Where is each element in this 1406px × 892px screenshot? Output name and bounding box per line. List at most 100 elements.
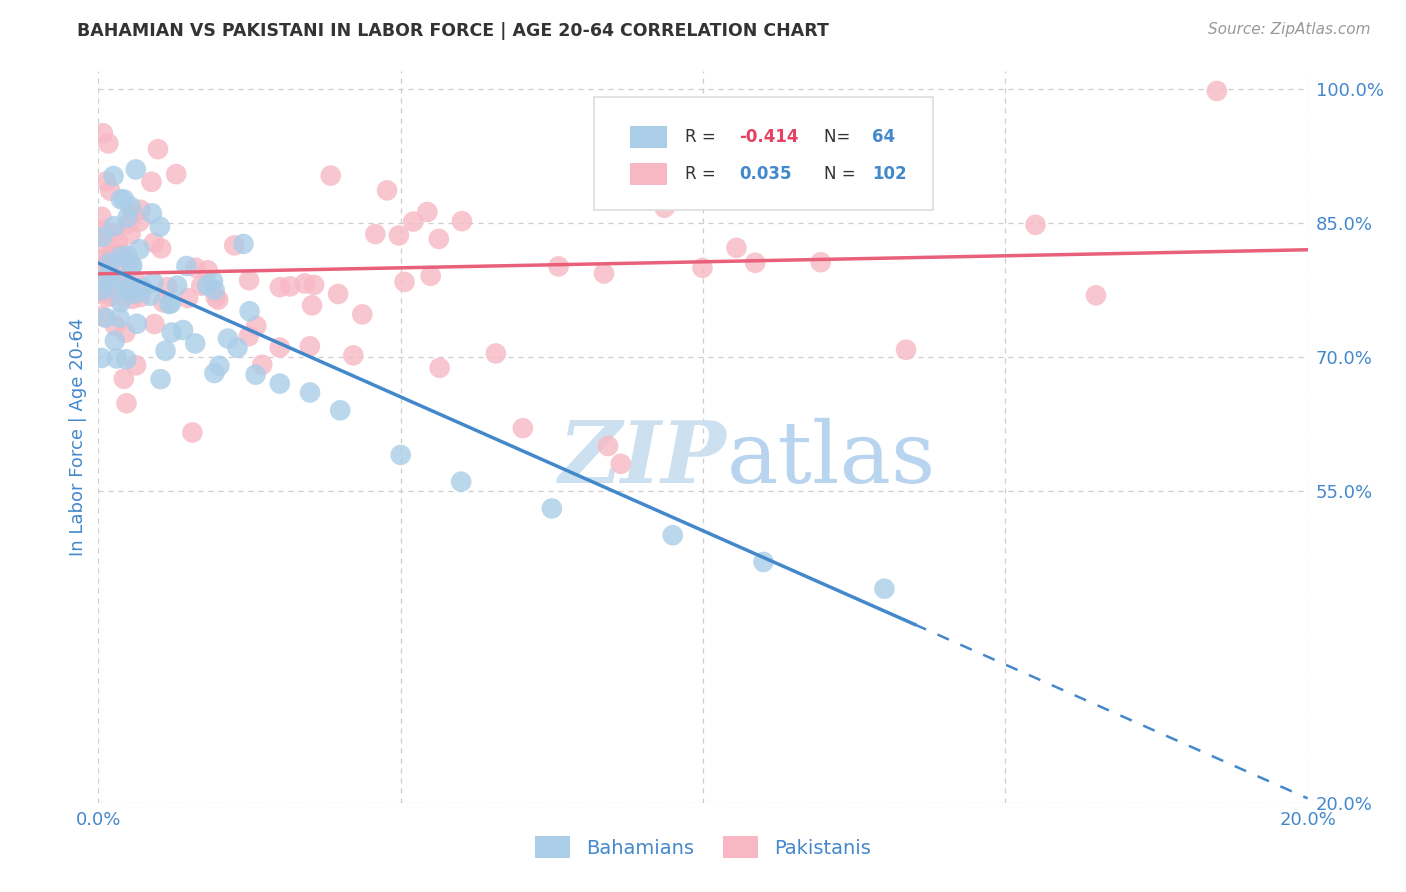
Point [97, 136, 120, 151]
Point [166, 278, 188, 293]
Point [654, 201, 676, 215]
Point [299, 385, 322, 400]
Point [108, 272, 131, 286]
Point [143, 317, 166, 331]
Point [107, 235, 129, 249]
Point [94, 258, 117, 272]
Text: N =: N = [824, 165, 860, 183]
Point [117, 217, 139, 231]
Point [118, 280, 141, 294]
Point [110, 295, 132, 310]
Point [512, 421, 534, 435]
Point [364, 227, 387, 241]
Point [111, 245, 134, 260]
Point [111, 274, 134, 288]
Point [128, 214, 150, 228]
Point [172, 323, 194, 337]
Point [117, 211, 139, 225]
Point [298, 339, 321, 353]
Point [204, 290, 226, 304]
Point [90, 309, 112, 323]
Point [98, 184, 121, 198]
Point [416, 205, 439, 219]
Point [90, 210, 112, 224]
Point [142, 276, 165, 290]
Point [127, 275, 149, 289]
Point [90, 284, 112, 298]
Point [252, 358, 274, 372]
Point [1206, 84, 1229, 98]
Text: R =: R = [685, 128, 721, 146]
Text: -0.414: -0.414 [740, 128, 799, 146]
Point [115, 396, 138, 410]
Point [226, 341, 249, 355]
Point [155, 343, 177, 358]
Point [152, 295, 174, 310]
Text: ZIP: ZIP [560, 417, 727, 500]
Point [329, 403, 352, 417]
Point [112, 290, 135, 304]
Point [727, 142, 749, 156]
Point [146, 142, 169, 156]
Point [96, 174, 118, 188]
Point [125, 162, 148, 177]
Point [142, 235, 165, 250]
Point [744, 256, 766, 270]
Point [610, 457, 633, 471]
Point [98, 249, 121, 263]
Point [217, 332, 239, 346]
Point [547, 260, 569, 274]
Point [115, 252, 138, 267]
FancyBboxPatch shape [595, 97, 932, 211]
Point [105, 351, 128, 366]
Point [429, 360, 451, 375]
Point [91, 236, 114, 251]
Point [389, 448, 412, 462]
Point [208, 359, 231, 373]
Point [115, 352, 138, 367]
Point [129, 290, 152, 304]
Point [118, 284, 141, 298]
Point [1085, 288, 1108, 302]
Point [103, 169, 125, 183]
Point [184, 260, 207, 275]
Point [160, 296, 183, 310]
Point [98, 266, 121, 280]
Point [540, 501, 562, 516]
Point [302, 277, 325, 292]
Point [121, 260, 143, 274]
Text: BAHAMIAN VS PAKISTANI IN LABOR FORCE | AGE 20-64 CORRELATION CHART: BAHAMIAN VS PAKISTANI IN LABOR FORCE | A… [77, 22, 830, 40]
Point [402, 214, 425, 228]
Point [873, 582, 896, 596]
Point [93, 286, 115, 301]
Point [122, 286, 145, 301]
Point [752, 555, 775, 569]
Point [91, 126, 114, 140]
Point [149, 219, 172, 234]
Point [204, 283, 226, 297]
Point [100, 289, 122, 303]
Point [91, 284, 114, 298]
Point [294, 277, 316, 291]
Point [104, 252, 127, 266]
Point [232, 236, 254, 251]
Point [176, 259, 198, 273]
Point [141, 175, 163, 189]
Point [121, 292, 143, 306]
Point [107, 246, 129, 260]
Point [112, 193, 135, 207]
Point [108, 310, 131, 325]
Point [96, 290, 118, 304]
Point [394, 275, 416, 289]
Point [699, 191, 721, 205]
Point [100, 247, 122, 261]
Point [725, 241, 748, 255]
Point [107, 261, 129, 276]
Point [301, 298, 323, 312]
Point [90, 268, 112, 283]
Legend: Bahamians, Pakistanis: Bahamians, Pakistanis [527, 828, 879, 866]
Point [593, 267, 616, 281]
Point [810, 255, 832, 269]
Point [103, 226, 125, 240]
Point [139, 288, 162, 302]
